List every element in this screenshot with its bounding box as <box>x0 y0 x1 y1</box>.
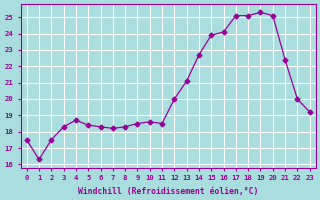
X-axis label: Windchill (Refroidissement éolien,°C): Windchill (Refroidissement éolien,°C) <box>78 187 258 196</box>
